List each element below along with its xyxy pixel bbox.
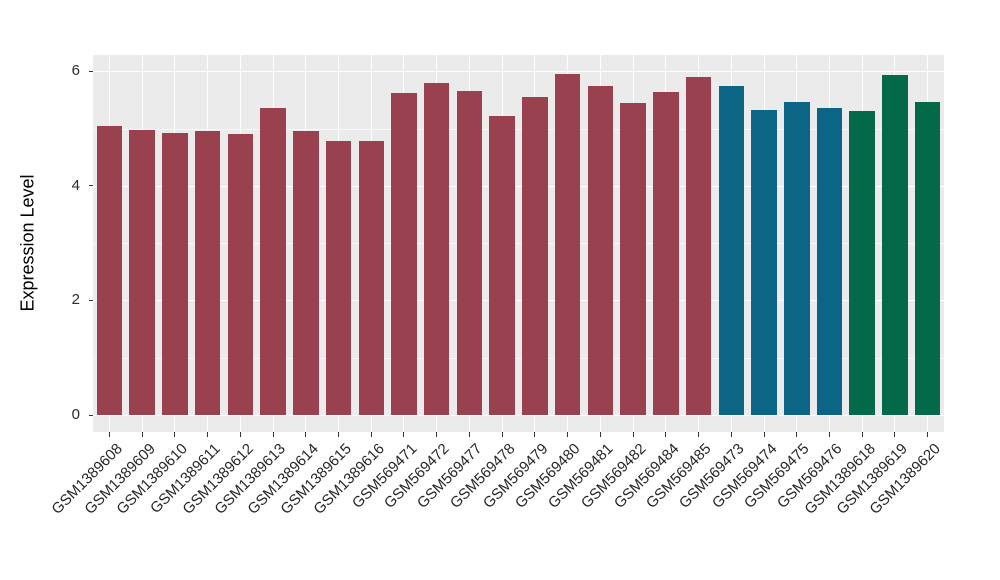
- x-tick-mark: [894, 432, 896, 437]
- gridline-minor: [93, 128, 944, 130]
- x-tick-mark: [534, 432, 536, 437]
- y-tick-label: 6: [71, 62, 80, 80]
- y-tick-label: 2: [71, 291, 80, 309]
- x-tick-mark: [501, 432, 503, 437]
- bar-GSM1389609: [129, 129, 155, 415]
- bar-GSM1389612: [227, 133, 253, 415]
- y-tick-mark: [88, 299, 93, 301]
- x-tick-mark: [305, 432, 307, 437]
- x-tick-mark: [698, 432, 699, 437]
- bar-GSM1389616: [358, 141, 384, 415]
- gridline-minor: [93, 357, 944, 359]
- x-tick-mark: [763, 432, 765, 437]
- x-tick-mark: [174, 432, 176, 437]
- plot-panel: [93, 55, 944, 432]
- gridline-major: [93, 300, 944, 302]
- x-tick-mark: [207, 432, 209, 437]
- bar-GSM569471: [391, 93, 417, 415]
- x-tick-mark: [436, 432, 438, 437]
- bar-GSM569473: [718, 86, 744, 415]
- gridline-minor: [93, 243, 944, 245]
- x-tick-mark: [599, 432, 601, 437]
- bar-GSM569484: [653, 91, 679, 415]
- x-tick-mark: [828, 432, 830, 437]
- bar-GSM569475: [784, 102, 810, 415]
- bar-GSM569481: [587, 85, 614, 415]
- x-tick-mark: [861, 432, 863, 437]
- gridline-major: [93, 71, 944, 73]
- x-tick-mark: [468, 432, 470, 437]
- bar-GSM569479: [522, 97, 548, 415]
- x-tick-mark: [665, 432, 667, 437]
- bar-GSM1389614: [293, 130, 319, 415]
- y-tick-label: 4: [71, 176, 80, 194]
- bar-GSM1389611: [194, 130, 221, 415]
- x-tick-mark: [338, 432, 339, 437]
- bar-GSM569476: [816, 108, 843, 415]
- bar-GSM1389615: [325, 140, 352, 415]
- x-tick-mark: [927, 432, 929, 437]
- x-tick-mark: [141, 432, 143, 437]
- y-axis-title: Expression Level: [17, 174, 38, 312]
- y-tick-mark: [88, 70, 93, 72]
- bar-GSM569478: [489, 115, 515, 415]
- bar-GSM569474: [751, 109, 777, 415]
- x-tick-mark: [272, 432, 274, 437]
- bar-GSM1389613: [260, 107, 286, 415]
- x-tick-mark: [239, 432, 241, 437]
- bar-GSM569472: [423, 83, 450, 415]
- y-tick-mark: [88, 185, 93, 187]
- bar-GSM569480: [554, 74, 581, 415]
- bar-GSM1389619: [882, 75, 908, 415]
- bar-GSM1389618: [849, 111, 875, 415]
- gridline-major: [93, 185, 944, 187]
- x-tick-mark: [730, 432, 732, 437]
- bar-GSM569485: [685, 76, 712, 415]
- x-tick-mark: [108, 432, 110, 437]
- y-tick-label: 0: [71, 406, 80, 423]
- bar-GSM1389610: [162, 132, 188, 415]
- x-tick-mark: [403, 432, 405, 437]
- x-tick-mark: [370, 432, 372, 437]
- gridline-major: [93, 415, 944, 416]
- bar-GSM1389620: [914, 102, 941, 415]
- y-tick-mark: [88, 414, 93, 416]
- x-tick-mark: [796, 432, 798, 437]
- bar-GSM569482: [620, 103, 646, 415]
- bar-GSM569477: [456, 90, 483, 415]
- x-tick-mark: [632, 432, 634, 437]
- x-tick-mark: [567, 432, 569, 437]
- bar-GSM1389608: [96, 126, 123, 415]
